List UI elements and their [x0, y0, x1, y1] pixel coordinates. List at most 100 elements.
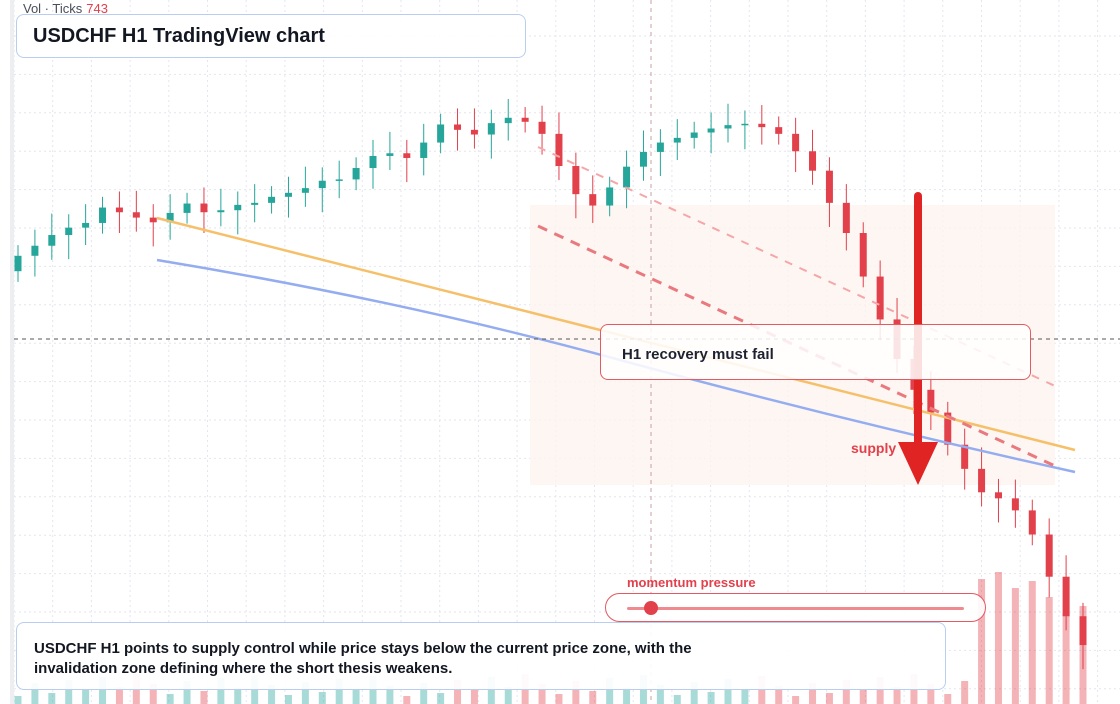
volume-bar	[234, 688, 242, 704]
volume-bar	[758, 676, 766, 704]
candle-body	[14, 255, 22, 272]
volume-bar	[487, 677, 495, 704]
candle-body	[994, 492, 1002, 499]
volume-bar	[386, 686, 394, 704]
volume-bar	[538, 684, 546, 704]
volume-bar	[724, 679, 732, 704]
volume-bar	[1011, 588, 1019, 704]
volume-bar	[335, 679, 343, 704]
summary-box: USDCHF H1 points to supply control while…	[16, 622, 946, 690]
volume-bar	[200, 691, 208, 704]
volume-bar	[825, 693, 833, 704]
candle-body	[707, 128, 715, 133]
chart-title-box: USDCHF H1 TradingView chart	[16, 14, 526, 58]
volume-bar	[369, 676, 377, 704]
candle-body	[606, 187, 614, 206]
candle-body	[470, 129, 478, 135]
volume-value: 743	[86, 1, 108, 16]
candle-body	[420, 142, 428, 158]
volume-bar	[183, 681, 191, 704]
volume-bar	[707, 692, 715, 704]
candle-body	[99, 207, 107, 223]
candle-body	[504, 117, 512, 124]
volume-bar	[318, 692, 326, 704]
candle-body	[589, 194, 597, 206]
left-axis-edge	[10, 0, 14, 704]
volume-bar	[1062, 613, 1070, 704]
recovery-note: H1 recovery must fail	[600, 324, 1031, 380]
volume-bar	[775, 686, 783, 704]
momentum-label: momentum pressure	[627, 575, 756, 590]
candle-body	[1045, 534, 1053, 577]
candle-body	[251, 202, 259, 205]
red-dashed-trendline	[537, 224, 1056, 468]
candle-body	[1062, 576, 1070, 617]
volume-title: Vol · Ticks	[23, 1, 83, 16]
candle-body	[538, 121, 546, 134]
volume-bar	[606, 678, 614, 704]
volume-bar	[31, 683, 39, 704]
volume-bar	[65, 680, 73, 704]
candle-body	[318, 180, 326, 189]
candle-body	[555, 133, 563, 167]
momentum-slider[interactable]	[605, 593, 986, 622]
momentum-knob[interactable]	[643, 601, 658, 615]
volume-bar	[859, 690, 867, 704]
volume-bar	[673, 695, 681, 704]
volume-bar	[741, 689, 749, 704]
candle-body	[369, 155, 377, 169]
volume-bar	[284, 695, 292, 704]
candle-body	[301, 188, 309, 193]
candle-body	[217, 210, 225, 213]
volume-bar	[99, 677, 107, 704]
supply-label: supply	[851, 440, 897, 456]
volume-bar	[656, 685, 664, 704]
candle-body	[149, 217, 157, 223]
volume-bar	[994, 572, 1002, 704]
volume-bar	[217, 678, 225, 704]
volume-bar	[589, 691, 597, 704]
volume-bar	[437, 693, 445, 704]
candle-body	[572, 166, 580, 195]
volume-bar	[623, 688, 631, 704]
candle-body	[82, 222, 90, 228]
candle-body	[183, 203, 191, 213]
volume-bar	[555, 694, 563, 704]
volume-bar	[944, 694, 952, 704]
candle-body	[132, 212, 140, 218]
candle-body	[842, 202, 850, 234]
volume-bar	[927, 684, 935, 704]
candle-body	[48, 235, 56, 246]
candle-body	[437, 124, 445, 143]
candle-body	[284, 192, 292, 197]
candle-body	[352, 168, 360, 180]
volume-bar	[876, 677, 884, 704]
candle-body	[792, 133, 800, 152]
candle-body	[758, 123, 766, 128]
volume-bar	[301, 682, 309, 704]
candle-body	[656, 142, 664, 152]
candle-body	[1028, 510, 1036, 535]
down-arrow	[898, 192, 938, 485]
momentum-track	[627, 607, 964, 610]
candle-body	[623, 166, 631, 188]
candle-body	[335, 179, 343, 181]
volume-bar	[978, 579, 986, 704]
summary-text: USDCHF H1 points to supply control while…	[34, 640, 692, 677]
candle-body	[944, 412, 952, 445]
candle-body	[690, 132, 698, 138]
candle-body	[961, 444, 969, 469]
volume-bar	[48, 693, 56, 704]
candle-body	[775, 127, 783, 134]
candle-body	[234, 204, 242, 211]
candle-body	[741, 123, 749, 126]
volume-bar	[1028, 581, 1036, 704]
volume-bar	[961, 681, 969, 704]
volume-bar	[809, 683, 817, 704]
candle-body	[639, 151, 647, 167]
candle-body	[31, 245, 39, 256]
candle-body	[65, 227, 73, 236]
volume-bar	[166, 694, 174, 704]
volume-bar	[115, 687, 123, 704]
candle-body	[859, 233, 867, 277]
